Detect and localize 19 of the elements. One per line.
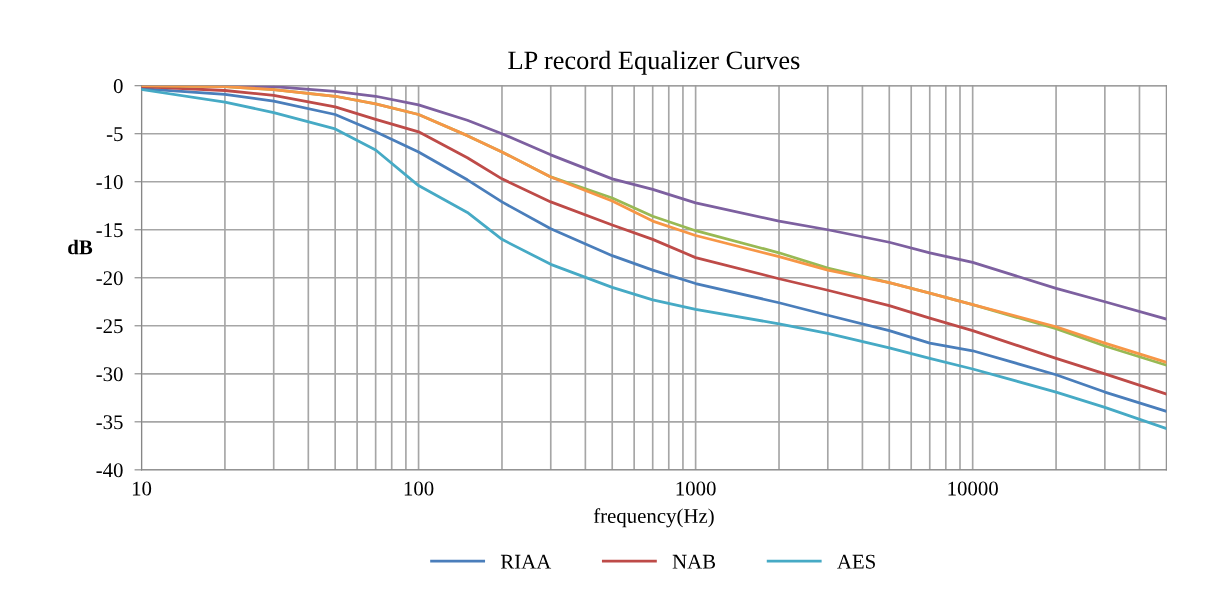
x-tick-label: 10 [132, 481, 152, 496]
y-tick-label: -35 [96, 415, 123, 430]
x-tick-label: 100 [404, 481, 434, 496]
y-tick-label: -15 [96, 223, 123, 238]
legend-label: RIAA [500, 554, 552, 569]
y-tick-label: 0 [113, 79, 123, 94]
y-tick-label: -5 [106, 127, 123, 142]
chart-title: LP record Equalizer Curves [508, 50, 800, 75]
y-axis-title: dB [68, 239, 93, 255]
x-axis-title: frequency(Hz) [593, 508, 714, 528]
y-tick-label: -10 [96, 175, 123, 190]
x-tick-label: 10000 [948, 481, 998, 496]
x-tick-label: 1000 [676, 481, 716, 496]
y-tick-label: -30 [96, 367, 123, 382]
y-tick-label: -40 [96, 463, 123, 478]
y-tick-label: -20 [96, 271, 123, 286]
legend-label: NAB [672, 554, 716, 569]
y-tick-label: -25 [96, 319, 123, 334]
legend-label: AES [837, 554, 875, 569]
